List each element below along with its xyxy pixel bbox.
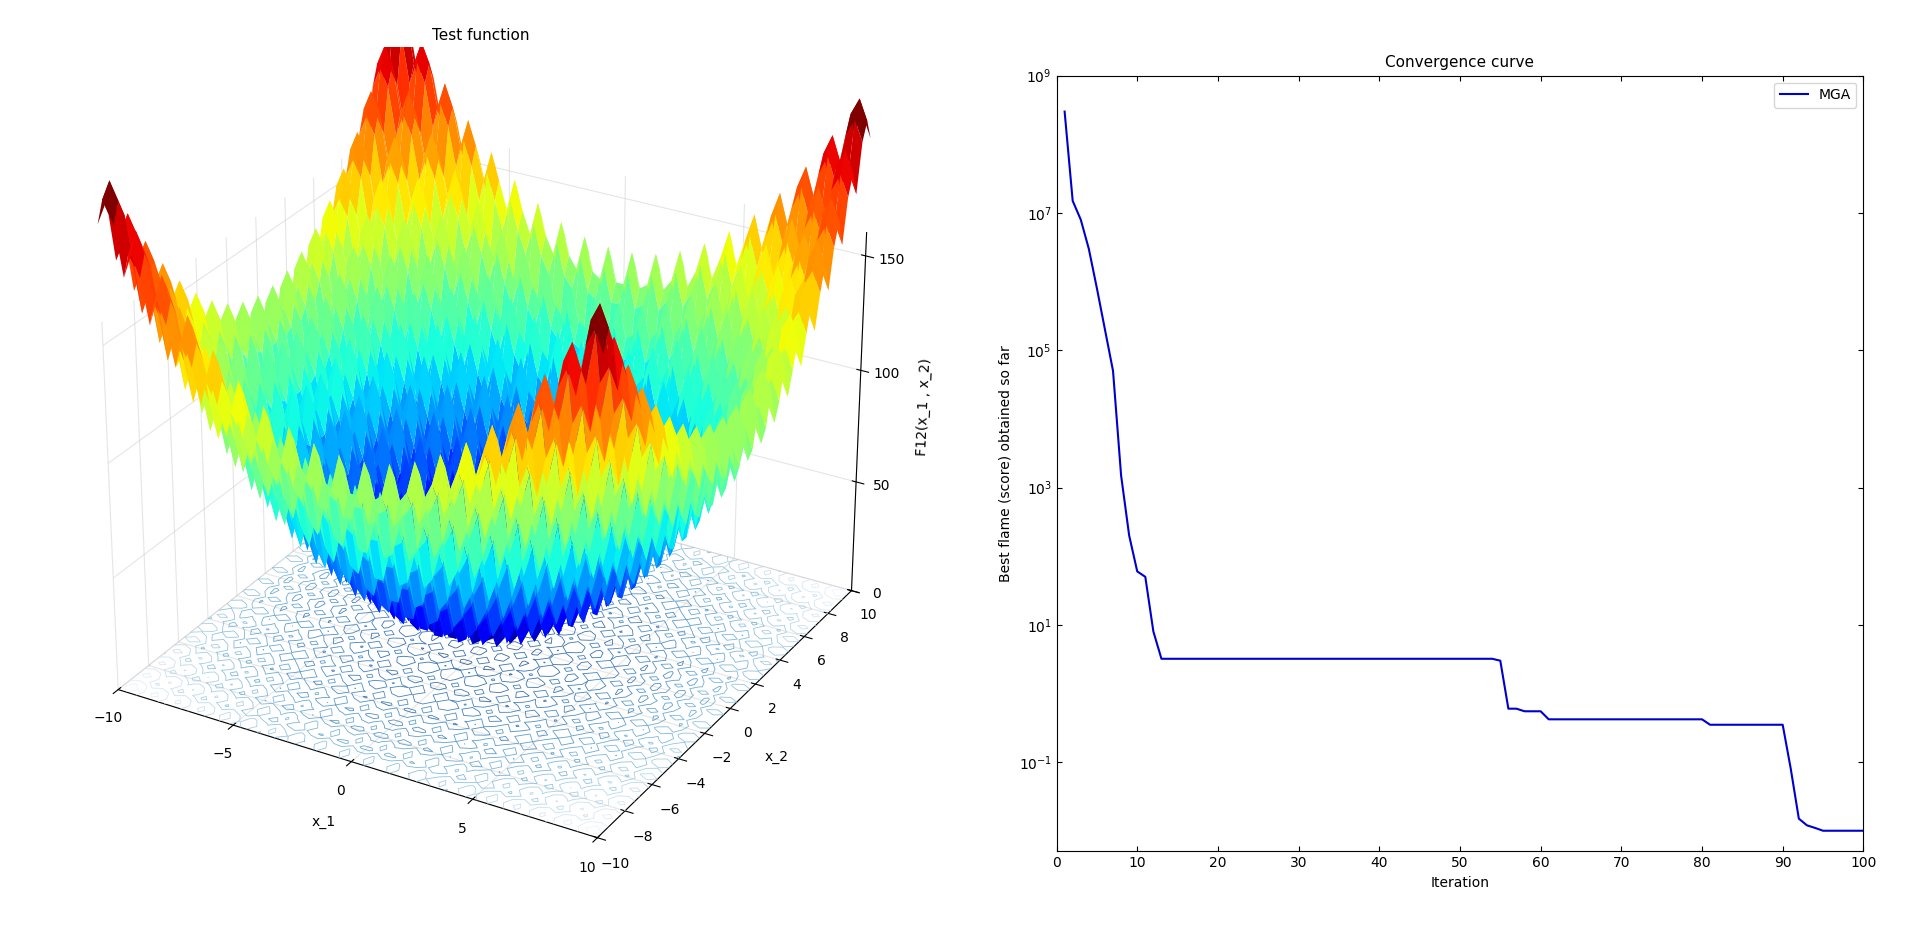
MGA [1053, 106, 1076, 117]
Y-axis label: x_2: x_2 [765, 750, 790, 763]
MGA [1852, 825, 1875, 836]
MGA [1812, 825, 1835, 836]
MGA [1206, 653, 1229, 664]
MGA [1464, 653, 1487, 664]
MGA [1787, 813, 1810, 824]
X-axis label: x_1: x_1 [311, 815, 336, 829]
MGA [1239, 653, 1262, 664]
Line: MGA: MGA [1064, 112, 1863, 831]
Title: Test function: Test function [432, 28, 528, 44]
Legend: MGA: MGA [1775, 82, 1856, 108]
X-axis label: Iteration: Iteration [1431, 876, 1489, 890]
Y-axis label: Best flame (score) obtained so far: Best flame (score) obtained so far [999, 345, 1012, 582]
MGA [1529, 706, 1552, 717]
MGA [1819, 825, 1842, 836]
Title: Convergence curve: Convergence curve [1385, 56, 1535, 70]
